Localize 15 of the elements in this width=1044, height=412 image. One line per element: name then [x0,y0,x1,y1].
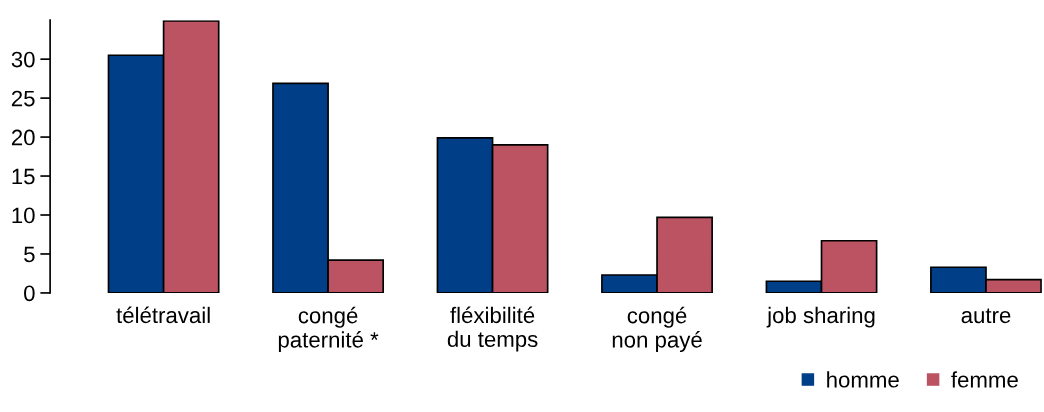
x-tick-label: autre [961,308,1011,324]
legend-label: homme [827,371,899,388]
x-tick-label: fléxibilité du temps [447,306,538,352]
y-tick-label: 10 [12,207,35,224]
x-tick-label: congé non payé [612,306,702,353]
x-tick-label: job sharing [766,306,875,328]
legend-label: femme [951,371,1018,388]
y-tick-label: 15 [12,168,35,185]
y-tick-label: 30 [11,51,35,68]
x-tick-label: congé paternité * [278,306,379,353]
y-tick-label: 20 [11,129,35,146]
y-tick-label: 25 [11,90,35,107]
x-tick-label: télétravail [116,306,210,324]
y-tick-label: 5 [24,246,35,263]
y-tick-label: 0 [24,285,35,302]
